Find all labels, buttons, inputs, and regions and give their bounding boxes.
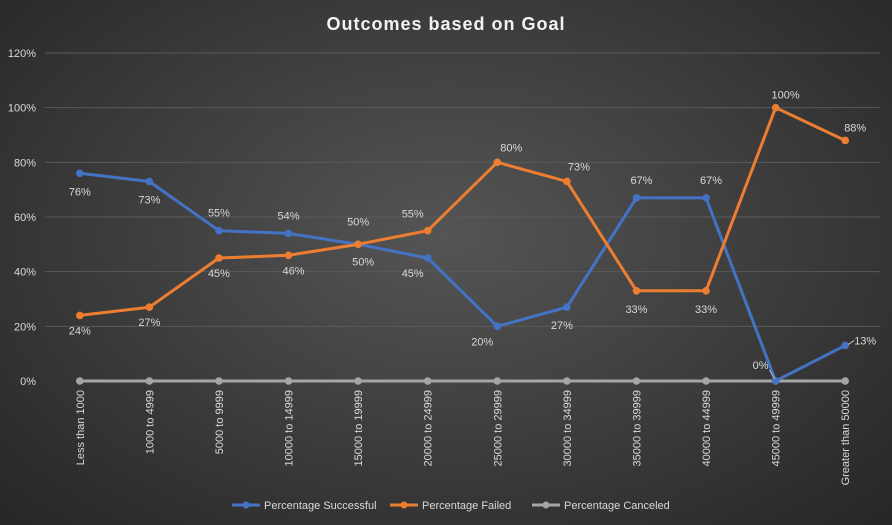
legend-swatch-marker (242, 501, 250, 509)
data-point (354, 377, 362, 385)
data-label: 55% (208, 208, 230, 220)
data-label: 13% (854, 335, 876, 347)
data-point (702, 194, 710, 202)
data-point (423, 226, 432, 235)
data-point (493, 377, 502, 385)
data-label: 46% (283, 265, 305, 277)
chart-title: Outcomes based on Goal (326, 14, 565, 34)
data-label: 80% (500, 142, 522, 154)
x-tick-label: 5000 to 9999 (214, 390, 226, 454)
data-label: 27% (138, 317, 160, 329)
data-point (632, 194, 641, 202)
data-point (75, 377, 84, 385)
data-point (215, 254, 223, 262)
data-label: 45% (402, 268, 424, 280)
data-point (284, 251, 293, 260)
y-tick-label: 20% (14, 321, 36, 333)
y-tick-label: 0% (20, 376, 36, 388)
data-point (632, 287, 641, 295)
leader-line (847, 340, 855, 345)
x-tick-label: Less than 1000 (75, 390, 87, 465)
data-point (145, 177, 154, 186)
data-point (702, 287, 710, 295)
data-label: 24% (69, 325, 91, 337)
data-point (841, 136, 850, 145)
series-line (78, 106, 847, 317)
data-label: 20% (471, 336, 493, 348)
data-point (841, 341, 850, 350)
data-label: 88% (844, 122, 866, 134)
x-tick-label: 15000 to 19999 (353, 390, 365, 466)
data-point (493, 158, 502, 167)
x-tick-label: 40000 to 44999 (701, 390, 713, 466)
data-point (702, 377, 710, 385)
data-point (841, 377, 850, 385)
x-tick-label: Greater than 50000 (840, 390, 852, 485)
data-point (284, 229, 293, 238)
legend-item: Percentage Canceled (532, 500, 670, 512)
data-label: 33% (625, 304, 647, 316)
data-point (215, 377, 223, 385)
leader-line (769, 369, 776, 380)
data-label: 50% (352, 256, 374, 268)
y-axis-ticks: 0% 20% 40% 60% 80% 100% 120% (8, 48, 36, 388)
data-label: 54% (278, 210, 300, 222)
legend-label: Percentage Successful (264, 500, 377, 512)
data-point (423, 377, 432, 385)
data-label: 0% (753, 360, 769, 372)
x-tick-label: 10000 to 14999 (284, 390, 296, 466)
data-label: 55% (402, 209, 424, 221)
y-tick-label: 100% (8, 103, 36, 115)
legend-label: Percentage Canceled (564, 500, 670, 512)
data-point (75, 311, 84, 320)
gridlines (45, 52, 880, 327)
data-labels: 76% 73% 55% 54% 50% 45% 20% 27% 67% 67% 0% 13% 24% 27… (69, 90, 876, 380)
data-point (284, 377, 293, 385)
x-tick-label: 25000 to 29999 (492, 390, 504, 466)
legend-item: Percentage Successful (232, 500, 377, 512)
data-point (423, 254, 432, 262)
data-point (354, 240, 362, 249)
x-tick-label: 1000 to 4999 (144, 390, 156, 454)
y-tick-label: 60% (14, 212, 36, 224)
data-label: 67% (700, 175, 722, 187)
y-tick-label: 40% (14, 267, 36, 279)
data-label: 50% (347, 216, 369, 228)
data-point (563, 377, 571, 385)
data-point (75, 169, 84, 178)
data-point (145, 377, 154, 385)
y-tick-label: 120% (8, 48, 36, 60)
data-point (493, 322, 502, 331)
series-line (78, 171, 847, 383)
data-point (771, 377, 780, 385)
y-tick-label: 80% (14, 157, 36, 169)
x-tick-label: 35000 to 39999 (631, 390, 643, 466)
data-label: 45% (208, 268, 230, 280)
data-point (145, 303, 154, 312)
data-label: 76% (69, 186, 91, 198)
data-label: 27% (551, 320, 573, 332)
data-point (563, 177, 571, 186)
data-label: 73% (138, 194, 160, 206)
data-label: 100% (772, 90, 800, 102)
x-axis-ticks: Less than 1000 1000 to 4999 5000 to 9999 10… (75, 390, 852, 485)
legend-item: Percentage Failed (390, 500, 511, 512)
data-point (632, 377, 641, 385)
series-lines (75, 103, 850, 385)
data-label: 67% (630, 175, 652, 187)
data-label: 73% (568, 161, 590, 173)
x-tick-label: 45000 to 49999 (771, 390, 783, 466)
legend-swatch-marker (400, 501, 408, 509)
legend: Percentage Successful Percentage Failed Pe… (232, 500, 670, 512)
legend-swatch-marker (542, 501, 550, 509)
x-tick-label: 30000 to 34999 (562, 390, 574, 466)
data-label: 33% (695, 304, 717, 316)
data-point (563, 303, 571, 312)
legend-label: Percentage Failed (422, 500, 511, 512)
data-point (771, 103, 780, 112)
data-point (215, 226, 223, 235)
x-tick-label: 20000 to 24999 (423, 390, 435, 466)
